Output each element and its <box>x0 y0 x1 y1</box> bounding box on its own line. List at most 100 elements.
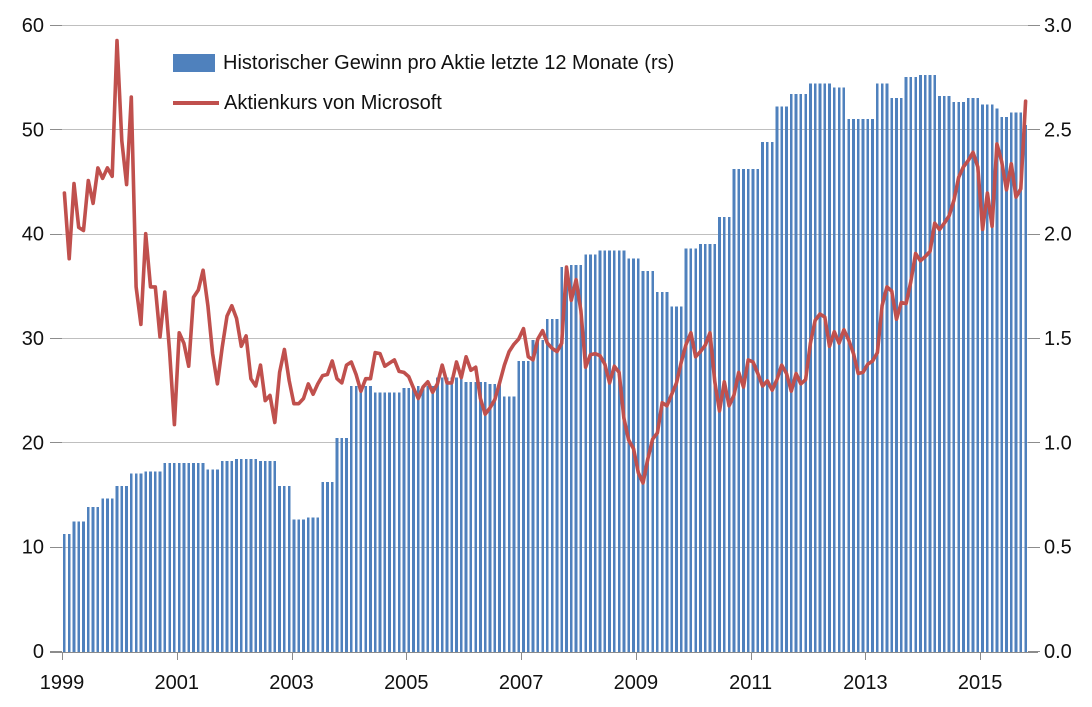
eps-bar <box>799 93 803 652</box>
y-right-tick-label: 3.0 <box>1044 15 1072 37</box>
eps-bar <box>928 75 932 653</box>
y-left-tick-label: 30 <box>22 328 44 350</box>
eps-bar <box>474 381 478 652</box>
eps-bar <box>809 83 812 652</box>
y-left-tick-label: 40 <box>22 224 44 246</box>
eps-bar <box>718 217 721 652</box>
x-axis <box>50 651 1038 660</box>
x-tick-label: 2009 <box>614 672 659 694</box>
eps-bar <box>359 386 363 652</box>
eps-bar <box>263 461 267 652</box>
eps-bar <box>134 473 138 652</box>
legend-item-eps: Historischer Gewinn pro Aktie letzte 12 … <box>173 50 674 76</box>
y-tick-marks <box>50 25 1040 652</box>
eps-bar <box>598 250 602 652</box>
eps-bar <box>177 463 181 652</box>
eps-bar <box>684 248 688 653</box>
eps-bar <box>173 463 176 652</box>
eps-bar <box>541 340 544 652</box>
eps-bar <box>335 438 339 652</box>
x-tick-label: 2001 <box>155 672 200 694</box>
price-line <box>62 38 1028 485</box>
eps-bar <box>125 486 128 652</box>
eps-bar <box>402 388 406 652</box>
eps-bar <box>737 169 741 652</box>
eps-bar <box>966 98 970 652</box>
eps-bar <box>818 83 822 652</box>
eps-bar <box>1005 116 1008 653</box>
eps-bar <box>761 141 764 652</box>
eps-bar <box>96 507 100 652</box>
eps-bar <box>168 463 171 652</box>
eps-bar <box>555 319 559 652</box>
eps-bar <box>1014 112 1018 653</box>
eps-bar <box>412 388 415 652</box>
eps-bar <box>220 461 224 652</box>
eps-bar <box>589 254 592 652</box>
eps-bar <box>622 250 626 652</box>
eps-bar <box>531 340 535 652</box>
y-right-tick-label: 0.5 <box>1044 537 1072 559</box>
eps-bar <box>321 482 324 652</box>
x-tick-label: 2011 <box>729 672 772 694</box>
eps-bar <box>708 244 712 652</box>
eps-bar <box>995 108 999 652</box>
eps-bar <box>311 517 315 652</box>
eps-bar <box>259 461 262 652</box>
eps-bar <box>503 396 506 652</box>
eps-bar <box>612 250 616 652</box>
eps-bar <box>880 83 884 652</box>
eps-bar <box>244 459 248 652</box>
eps-bar <box>483 381 487 652</box>
eps-bar <box>895 98 898 652</box>
eps-bar <box>287 486 291 652</box>
eps-bar <box>326 482 329 652</box>
x-tick-label: 1999 <box>40 672 85 694</box>
eps-bar <box>388 392 391 652</box>
eps-bar <box>196 463 200 652</box>
eps-bar <box>976 98 980 652</box>
eps-bar <box>464 381 468 652</box>
eps-bar <box>699 244 702 652</box>
eps-bar <box>522 361 525 652</box>
chart-legend: Historischer Gewinn pro Aktie letzte 12 … <box>173 50 674 116</box>
eps-bar <box>273 461 277 652</box>
eps-bar <box>579 265 583 652</box>
eps-bar <box>268 461 272 652</box>
eps-bar <box>526 361 530 652</box>
eps-bar <box>828 83 831 652</box>
eps-bar <box>517 361 521 652</box>
eps-bar <box>110 498 114 652</box>
eps-bar <box>665 292 669 652</box>
eps-bar <box>923 75 927 653</box>
eps-bar <box>493 383 497 652</box>
eps-bar <box>890 98 894 652</box>
eps-bar <box>72 521 76 652</box>
eps-bar <box>909 77 913 652</box>
eps-bar <box>722 217 726 652</box>
eps-bar <box>230 461 234 652</box>
eps-bar <box>660 292 664 652</box>
y-right-tick-label: 1.5 <box>1044 328 1072 350</box>
eps-bar <box>67 534 71 652</box>
y-left-tick-label: 20 <box>22 432 44 454</box>
eps-bar <box>742 169 745 652</box>
eps-bar <box>746 169 750 652</box>
eps-bar <box>1024 125 1027 652</box>
eps-bar <box>971 98 975 652</box>
eps-bars <box>63 75 1027 653</box>
eps-bar <box>670 306 674 652</box>
eps-bar <box>187 463 191 652</box>
eps-bar <box>990 104 994 653</box>
x-tick-label: 2003 <box>269 672 314 694</box>
eps-bar <box>469 381 473 652</box>
eps-bar <box>455 377 458 652</box>
eps-bar <box>488 383 492 652</box>
eps-bar <box>206 469 210 652</box>
eps-bar <box>201 463 205 652</box>
eps-bar <box>608 250 611 652</box>
eps-bar <box>727 217 731 652</box>
eps-bar <box>933 75 937 653</box>
eps-bar <box>254 459 258 652</box>
